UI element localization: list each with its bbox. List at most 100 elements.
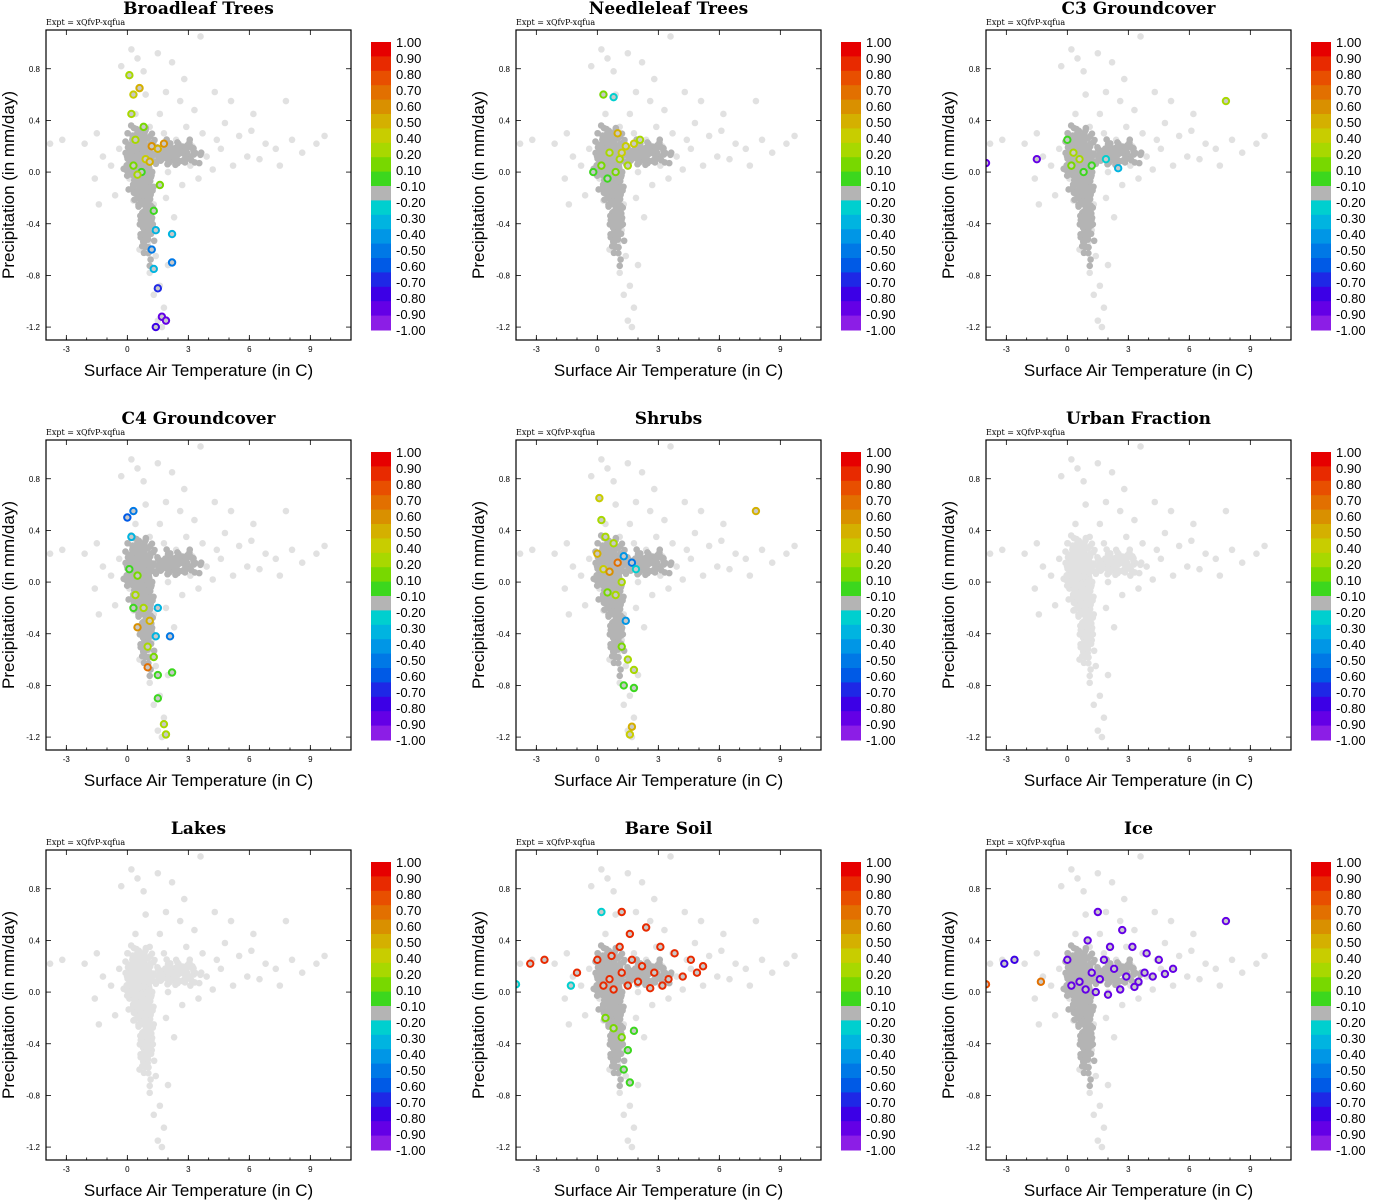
background-point [1035, 201, 1043, 208]
colorbar-label: 0.20 [866, 147, 891, 162]
cloud-point [125, 990, 132, 998]
colorbar-swatch [371, 42, 391, 57]
cloud-point [656, 546, 664, 553]
cloud-point [1090, 237, 1098, 245]
cloud-point [616, 262, 624, 270]
x-tick-label: 0 [1065, 345, 1070, 354]
background-point [154, 459, 162, 467]
cloud-point [1079, 564, 1087, 572]
background-point [272, 965, 280, 973]
cloud-point [616, 568, 623, 576]
background-point [58, 546, 66, 554]
background-point [581, 192, 589, 199]
cloud-point [197, 561, 204, 569]
colorbar-label: -0.40 [866, 227, 896, 242]
colorbar-swatch [1311, 214, 1331, 230]
colorbar-swatch [1311, 258, 1331, 273]
experiment-label: Expt = xQfvP-xqfua [46, 838, 125, 847]
cloud-point [176, 146, 183, 154]
y-tick-label: -0.4 [966, 630, 980, 639]
background-point [262, 960, 269, 967]
background-point [516, 550, 524, 557]
cloud-point [147, 960, 154, 968]
colorbar-label: 0.70 [396, 83, 421, 98]
colorbar-swatch [371, 524, 391, 539]
colorbar-label: -0.50 [1336, 243, 1366, 258]
x-tick-label: 6 [717, 755, 722, 764]
cloud-point [607, 216, 615, 224]
colorbar-swatch [841, 42, 861, 57]
background-point [640, 623, 648, 631]
background-point [152, 1072, 160, 1080]
cloud-point [143, 1039, 150, 1046]
cloud-point [140, 952, 147, 960]
colorbar-swatch [371, 315, 391, 331]
data-point [1221, 96, 1231, 106]
background-point [1072, 110, 1079, 118]
background-point [203, 973, 210, 980]
background-point [669, 540, 676, 547]
data-point [629, 683, 639, 693]
background-point [563, 540, 571, 547]
background-point [162, 908, 170, 916]
colorbar-label: -0.60 [866, 669, 896, 684]
colorbar-swatch [371, 509, 391, 525]
background-point [162, 498, 170, 506]
colorbar-label: 0.50 [866, 115, 891, 130]
cloud-point [1086, 672, 1094, 680]
cloud-point [149, 187, 156, 194]
y-axis-label: Precipitation (in mm/day) [939, 501, 958, 689]
background-point [1153, 136, 1161, 144]
colorbar-swatch [841, 524, 861, 539]
background-point [134, 465, 141, 472]
colorbar-label: -0.20 [1336, 195, 1366, 210]
cloud-point [604, 193, 611, 201]
colorbar-swatch [371, 552, 391, 568]
background-point [620, 291, 628, 299]
background-point [1149, 166, 1157, 173]
colorbar-swatch [371, 157, 391, 173]
background-point [1074, 55, 1081, 62]
colorbar-swatch [371, 114, 391, 129]
background-point [150, 701, 158, 709]
colorbar-swatch [371, 243, 391, 259]
x-tick-label: 3 [656, 345, 661, 354]
cloud-point [665, 569, 673, 577]
data-point [613, 129, 622, 138]
background-point [128, 46, 135, 53]
colorbar-swatch [371, 214, 391, 230]
background-point [111, 602, 119, 609]
colorbar-swatch [841, 581, 861, 597]
experiment-label: Expt = xQfvP-xqfua [986, 428, 1065, 437]
background-point [229, 982, 237, 989]
background-point [646, 97, 654, 105]
panel-title: C3 Groundcover [1061, 0, 1216, 19]
data-point [145, 616, 154, 626]
background-point [648, 591, 656, 599]
x-tick-label: 3 [1126, 345, 1131, 354]
background-point [791, 542, 798, 550]
cloud-point [148, 130, 156, 137]
background-point [1055, 145, 1063, 153]
background-point [276, 162, 284, 169]
cloud-point [1074, 603, 1081, 611]
y-tick-label: 0.8 [499, 475, 511, 484]
x-axis-label: Surface Air Temperature (in C) [1024, 361, 1253, 380]
background-point [718, 127, 725, 135]
y-tick-label: -1.2 [26, 323, 40, 332]
data-point [153, 144, 163, 154]
background-point [142, 91, 149, 98]
cloud-point [613, 629, 620, 636]
cloud-point [1085, 659, 1092, 667]
background-point [276, 572, 284, 579]
background-point [95, 201, 103, 208]
y-tick-label: -0.8 [26, 681, 40, 690]
cloud-point [148, 950, 156, 957]
background-point [697, 507, 705, 515]
cloud-point [1073, 138, 1081, 146]
cloud-point [619, 597, 626, 604]
background-point [1153, 546, 1161, 554]
data-point [595, 493, 604, 503]
cloud-point [132, 147, 140, 154]
